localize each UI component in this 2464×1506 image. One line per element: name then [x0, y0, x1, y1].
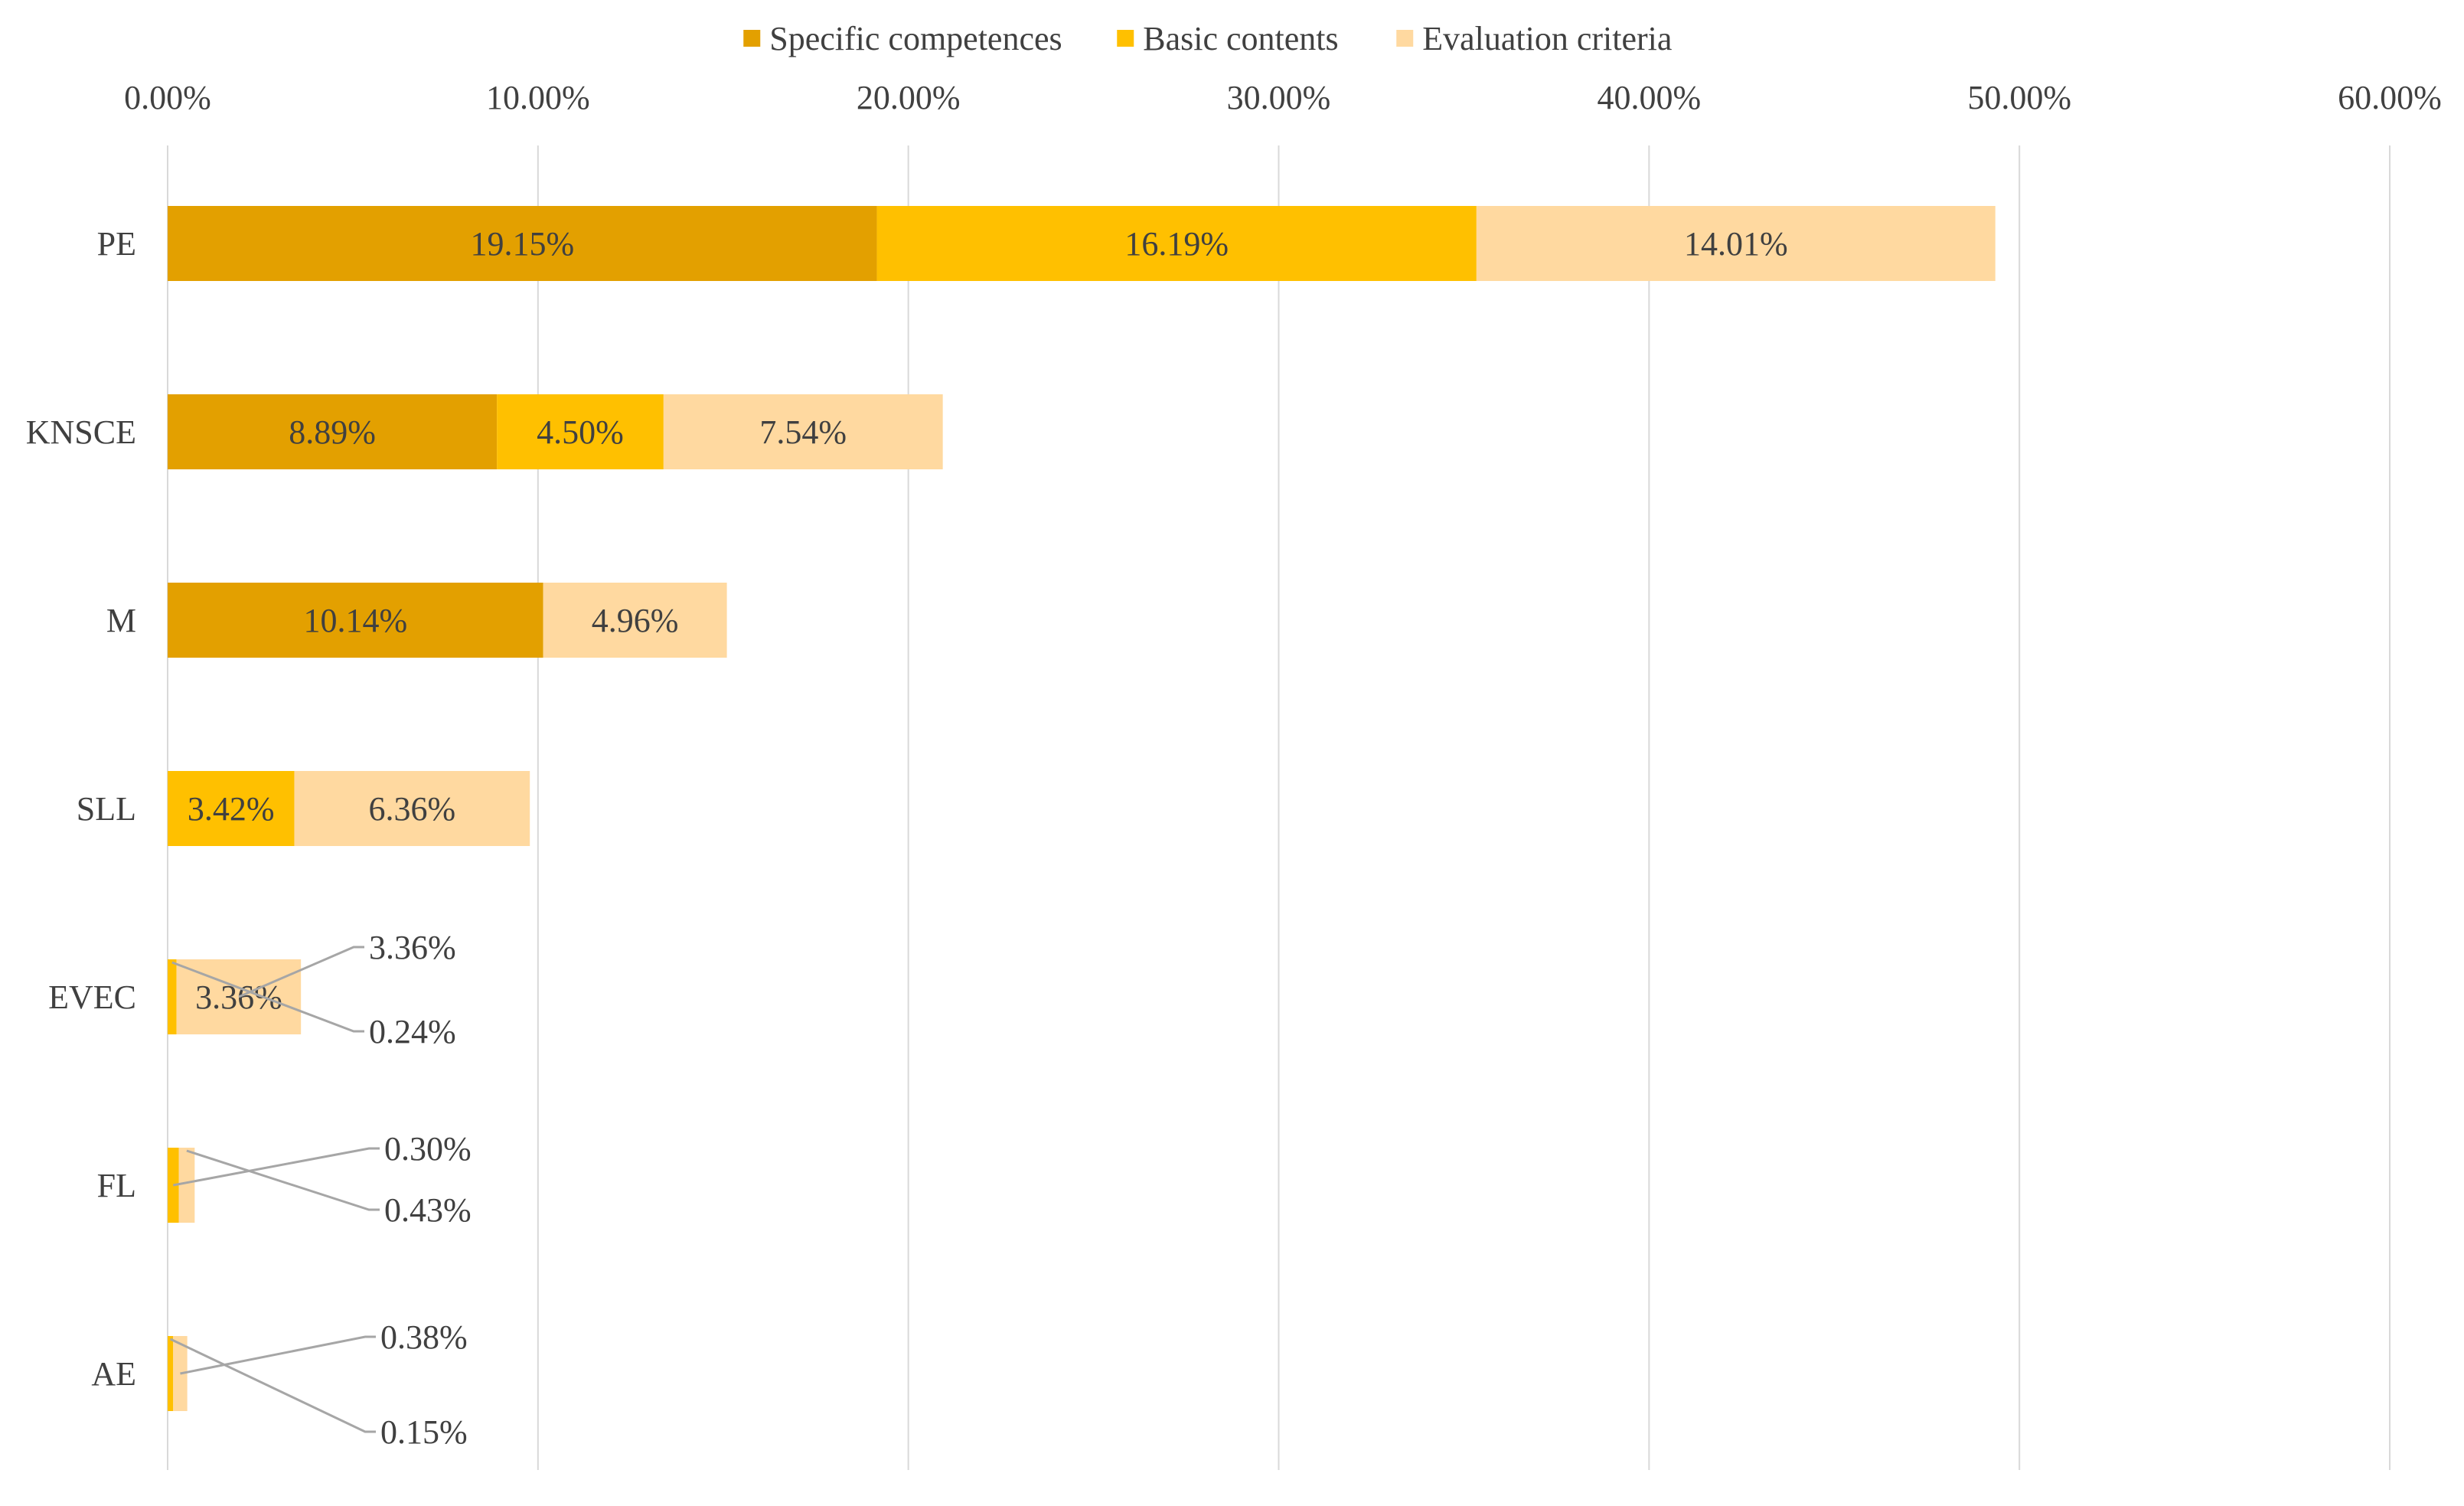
- data-label: 3.42%: [188, 790, 275, 828]
- leader-line: [186, 1149, 380, 1211]
- bar-segment: [294, 771, 530, 846]
- axis-labels: 0.00% 10.00% 20.00% 30.00% 40.00% 50.00% 60.00…: [26, 79, 2442, 1393]
- bar-segment: [168, 394, 498, 469]
- bar-segment: [168, 771, 295, 846]
- gridlines: [167, 145, 2391, 1470]
- y-category-label: M: [106, 602, 136, 639]
- bar-segment: [497, 394, 664, 469]
- bar-segment: [543, 583, 727, 658]
- y-category-label: SLL: [77, 790, 136, 828]
- x-tick-label: 20.00%: [857, 79, 961, 116]
- data-label: 19.15%: [470, 225, 574, 263]
- bar-segment: [168, 959, 177, 1034]
- legend: Specific competences Basic contents Evalua…: [743, 20, 1672, 57]
- data-label: 16.19%: [1124, 225, 1229, 263]
- data-label: 3.36%: [369, 929, 456, 966]
- leader-line: [172, 1147, 380, 1187]
- x-tick-label: 60.00%: [2338, 79, 2442, 116]
- y-category-label: AE: [91, 1355, 136, 1393]
- bar-segment: [168, 206, 877, 281]
- bar-segment: [168, 583, 543, 658]
- data-labels: 19.15% 16.19% 14.01% 8.89% 4.50% 7.54% 10.14% 4…: [169, 225, 1788, 1451]
- bar-segment: [168, 1336, 174, 1411]
- x-tick-label: 30.00%: [1227, 79, 1331, 116]
- data-label: 6.36%: [369, 790, 456, 828]
- y-category-label: FL: [97, 1167, 136, 1204]
- x-tick-label: 40.00%: [1598, 79, 1702, 116]
- data-label: 4.96%: [592, 602, 679, 639]
- x-tick-label: 10.00%: [486, 79, 590, 116]
- data-label: 4.50%: [537, 413, 624, 451]
- x-tick-label: 50.00%: [1967, 79, 2071, 116]
- bar-segment: [1476, 206, 1996, 281]
- legend-swatch: [1117, 30, 1134, 47]
- leader-line: [169, 1338, 376, 1433]
- legend-swatch: [743, 30, 761, 47]
- legend-swatch: [1396, 30, 1414, 47]
- data-label: 0.15%: [380, 1413, 468, 1451]
- y-category-label: EVEC: [48, 978, 136, 1016]
- data-label: 0.24%: [369, 1013, 456, 1050]
- data-label: 8.89%: [289, 413, 376, 451]
- leader-line: [180, 1335, 376, 1375]
- data-label: 14.01%: [1684, 225, 1788, 263]
- x-tick-label: 0.00%: [124, 79, 211, 116]
- data-label: 7.54%: [759, 413, 847, 451]
- data-label: 10.14%: [303, 602, 407, 639]
- legend-label: Evaluation criteria: [1422, 20, 1672, 57]
- bar-segment: [876, 206, 1477, 281]
- data-label: 0.43%: [384, 1191, 472, 1229]
- leader-line: [171, 961, 364, 1033]
- bar-segment: [663, 394, 943, 469]
- data-label: 0.38%: [380, 1318, 468, 1356]
- legend-label: Specific competences: [769, 20, 1062, 57]
- y-category-label: KNSCE: [26, 413, 136, 451]
- legend-label: Basic contents: [1143, 20, 1338, 57]
- bar-segment: [178, 1148, 195, 1223]
- leader-line: [238, 946, 364, 998]
- y-category-label: PE: [97, 225, 136, 263]
- data-label: 0.30%: [384, 1130, 472, 1168]
